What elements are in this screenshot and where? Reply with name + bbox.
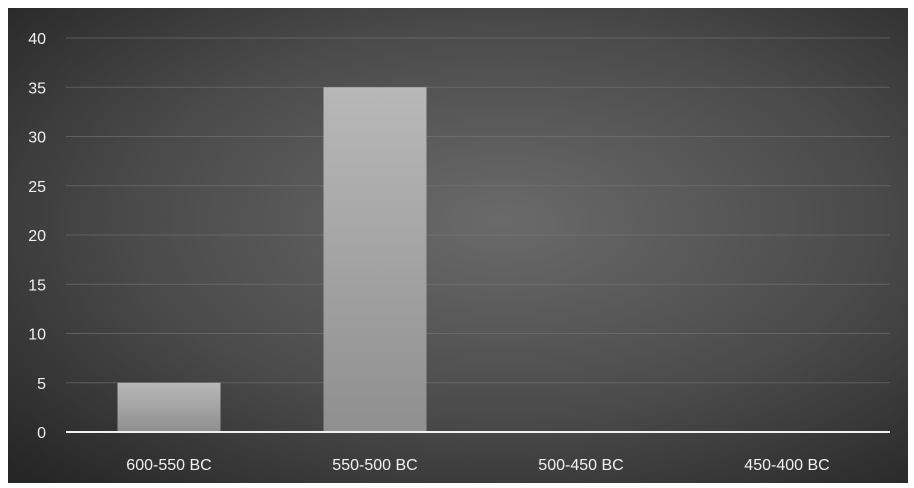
y-tick-label: 15 [28,277,46,294]
x-tick-label: 550-500 BC [332,457,417,474]
bars [117,87,427,432]
y-tick-label: 10 [28,327,46,344]
bar-chart: 0 5 10 15 20 25 30 35 40 600-550 BC 550-500 BC 500… [8,8,908,483]
y-tick-label: 40 [28,31,46,48]
x-tick-label: 600-550 BC [126,457,211,474]
x-tick-label: 500-450 BC [538,457,623,474]
x-tick-labels: 600-550 BC 550-500 BC 500-450 BC 450-400 BC [126,457,829,474]
y-tick-label: 0 [37,425,46,442]
y-tick-labels: 0 5 10 15 20 25 30 35 40 [28,31,46,442]
y-tick-label: 25 [28,179,46,196]
y-tick-label: 5 [37,376,46,393]
y-tick-label: 35 [28,80,46,97]
chart-area: 0 5 10 15 20 25 30 35 40 600-550 BC 550-500 BC 500… [8,8,908,483]
bar-2 [323,87,427,432]
y-tick-label: 20 [28,228,46,245]
bar-1 [117,382,221,432]
y-tick-label: 30 [28,130,46,147]
x-tick-label: 450-400 BC [744,457,829,474]
